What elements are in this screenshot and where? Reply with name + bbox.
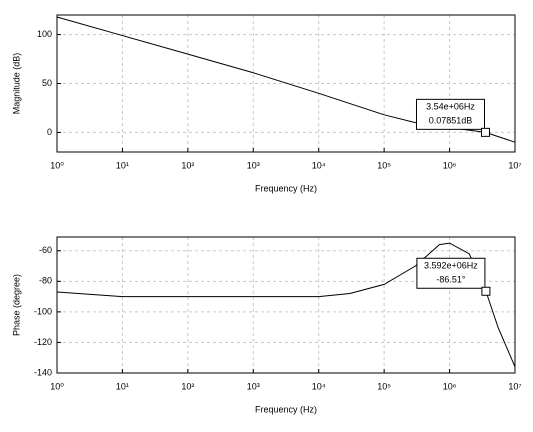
y-tick-label: -140 xyxy=(34,367,52,377)
plot-frame xyxy=(56,236,516,374)
y-axis-label: Phase (degree) xyxy=(11,274,21,336)
x-tick-label: 10² xyxy=(181,381,194,391)
x-tick-label: 10³ xyxy=(247,160,260,170)
datatip-box xyxy=(415,98,485,130)
y-tick-label: 50 xyxy=(42,78,52,88)
y-tick-label: 0 xyxy=(47,127,52,137)
x-tick-label: 10² xyxy=(181,160,194,170)
x-tick-label: 10⁷ xyxy=(508,160,521,170)
datatip-box xyxy=(416,257,486,289)
datatip-label: 3.592e+06Hz xyxy=(424,261,478,271)
datatip-marker xyxy=(480,127,490,137)
y-tick-label: 100 xyxy=(37,29,52,39)
x-axis-label: Frequency (Hz) xyxy=(255,183,317,193)
x-tick-label: 10³ xyxy=(247,381,260,391)
plot-frame xyxy=(56,14,516,153)
y-axis-label: Magnitude (dB) xyxy=(11,53,21,115)
x-tick-label: 10⁴ xyxy=(312,381,326,391)
data-line xyxy=(56,16,516,143)
datatip-label: 0.07851dB xyxy=(429,116,473,126)
datatip-marker xyxy=(481,286,491,296)
y-tick-label: -60 xyxy=(39,245,52,255)
x-tick-label: 10⁵ xyxy=(377,381,391,391)
datatip-label: 3.54e+06Hz xyxy=(426,102,475,112)
x-tick-label: 10⁶ xyxy=(443,160,457,170)
x-tick-label: 10⁷ xyxy=(508,381,521,391)
x-tick-label: 10⁵ xyxy=(377,160,391,170)
y-tick-label: -120 xyxy=(34,337,52,347)
x-axis-label: Frequency (Hz) xyxy=(255,404,317,414)
x-tick-label: 10⁰ xyxy=(50,381,64,391)
x-tick-label: 10⁴ xyxy=(312,160,326,170)
y-tick-label: -80 xyxy=(39,276,52,286)
datatip-label: -86.51° xyxy=(436,275,466,285)
y-tick-label: -100 xyxy=(34,306,52,316)
x-tick-label: 10¹ xyxy=(116,381,129,391)
x-tick-label: 10⁶ xyxy=(443,381,457,391)
x-tick-label: 10¹ xyxy=(116,160,129,170)
x-tick-label: 10⁰ xyxy=(50,160,64,170)
